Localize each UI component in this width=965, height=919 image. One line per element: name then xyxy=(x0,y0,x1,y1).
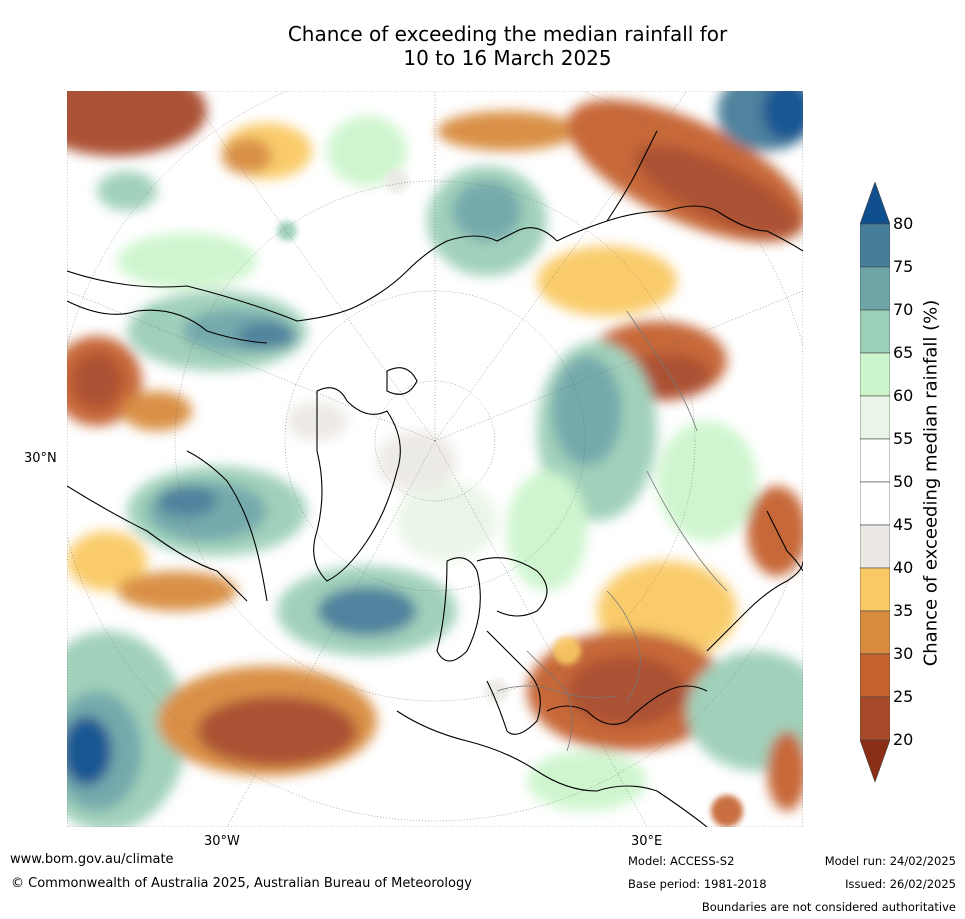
colorbar-title: Chance of exceeding median rainfall (%) xyxy=(920,299,942,667)
colorbar-tick-label: 80 xyxy=(893,214,914,233)
copyright-notice: © Commonwealth of Australia 2025, Austra… xyxy=(11,876,472,891)
chart-title: Chance of exceeding the median rainfall … xyxy=(0,22,965,70)
colorbar-tick-label: 30 xyxy=(893,644,914,663)
colorbar-segments xyxy=(860,182,890,782)
colorbar-tick-label: 45 xyxy=(893,515,914,534)
colorbar-band xyxy=(860,309,890,354)
colorbar xyxy=(860,182,890,782)
probability-map xyxy=(67,91,803,827)
colorbar-band xyxy=(860,567,890,612)
colorbar-band xyxy=(860,610,890,655)
colorbar-tick-label: 35 xyxy=(893,601,914,620)
map-canvas xyxy=(67,91,803,827)
longitude-label-30w: 30°W xyxy=(204,834,240,849)
colorbar-band xyxy=(860,395,890,440)
boundaries-disclaimer: Boundaries are not considered authoritat… xyxy=(701,900,956,914)
colorbar-band xyxy=(860,266,890,311)
title-line-1: Chance of exceeding the median rainfall … xyxy=(287,22,728,46)
colorbar-tick-label: 60 xyxy=(893,386,914,405)
colorbar-band xyxy=(860,696,890,741)
colorbar-tick-label: 65 xyxy=(893,343,914,362)
colorbar-band xyxy=(860,653,890,698)
longitude-label-30e: 30°E xyxy=(631,834,663,849)
base-period: Base period: 1981-2018 xyxy=(628,877,767,891)
colorbar-tick-label: 40 xyxy=(893,558,914,577)
colorbar-extension-bottom xyxy=(860,739,890,782)
colorbar-tick-label: 75 xyxy=(893,257,914,276)
colorbar-extension-top xyxy=(860,182,890,225)
colorbar-tick-label: 25 xyxy=(893,687,914,706)
colorbar-band xyxy=(860,223,890,268)
model-name: Model: ACCESS-S2 xyxy=(628,854,735,868)
colorbar-band xyxy=(860,481,890,526)
title-line-2: 10 to 16 March 2025 xyxy=(403,46,612,70)
colorbar-tick-label: 50 xyxy=(893,472,914,491)
colorbar-band xyxy=(860,524,890,569)
colorbar-band xyxy=(860,438,890,483)
colorbar-tick-label: 70 xyxy=(893,300,914,319)
website-link[interactable]: www.bom.gov.au/climate xyxy=(10,852,174,867)
model-run-date: Model run: 24/02/2025 xyxy=(824,854,956,868)
colorbar-tick-label: 20 xyxy=(893,730,914,749)
issued-date: Issued: 26/02/2025 xyxy=(845,877,956,891)
colorbar-band xyxy=(860,352,890,397)
latitude-label-30n: 30°N xyxy=(24,451,57,466)
colorbar-tick-label: 55 xyxy=(893,429,914,448)
